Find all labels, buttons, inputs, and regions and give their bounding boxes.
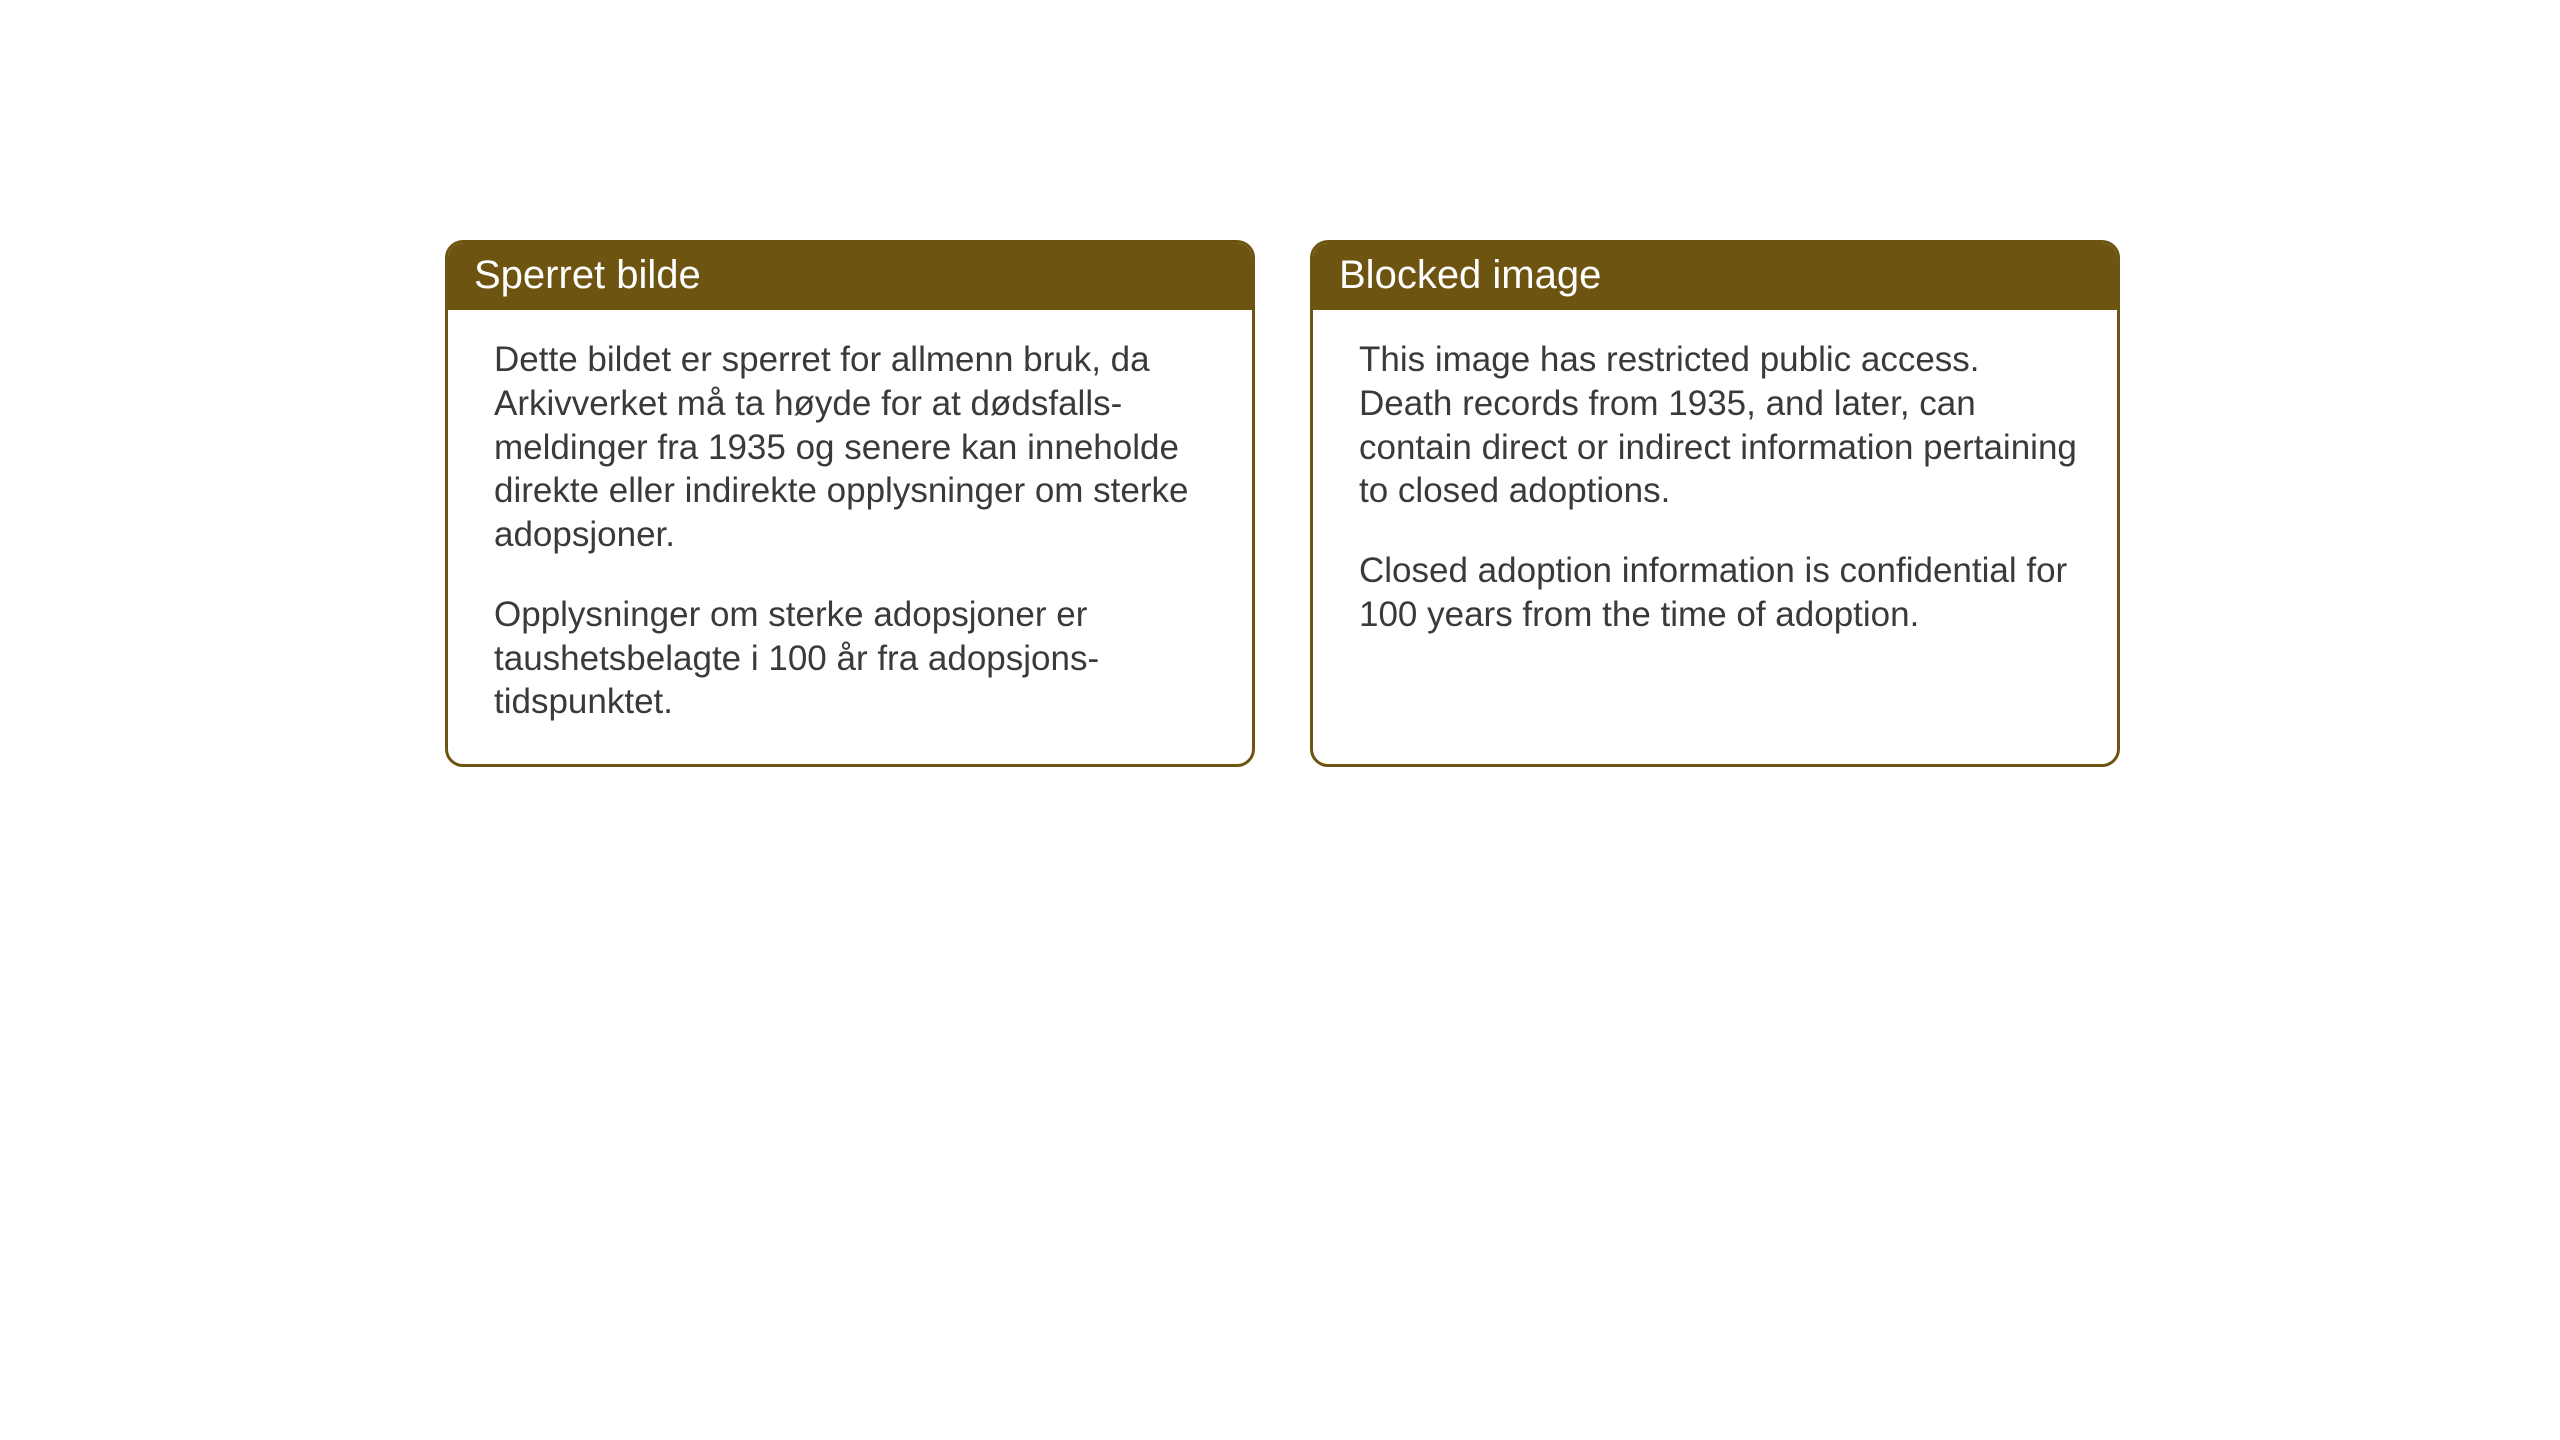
- card-english: Blocked image This image has restricted …: [1310, 240, 2120, 767]
- card-english-paragraph-2: Closed adoption information is confident…: [1359, 549, 2077, 637]
- card-norwegian: Sperret bilde Dette bildet er sperret fo…: [445, 240, 1255, 767]
- card-english-header: Blocked image: [1313, 243, 2117, 310]
- card-norwegian-paragraph-2: Opplysninger om sterke adopsjoner er tau…: [494, 593, 1212, 724]
- card-english-paragraph-1: This image has restricted public access.…: [1359, 338, 2077, 513]
- card-norwegian-header: Sperret bilde: [448, 243, 1252, 310]
- cards-container: Sperret bilde Dette bildet er sperret fo…: [445, 240, 2120, 767]
- card-norwegian-paragraph-1: Dette bildet er sperret for allmenn bruk…: [494, 338, 1212, 557]
- card-norwegian-body: Dette bildet er sperret for allmenn bruk…: [448, 310, 1252, 764]
- card-english-body: This image has restricted public access.…: [1313, 310, 2117, 717]
